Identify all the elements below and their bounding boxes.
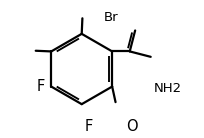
Text: F: F [85,119,93,134]
Text: NH2: NH2 [153,82,182,95]
Text: Br: Br [103,11,118,24]
Text: F: F [37,79,45,94]
Text: O: O [126,119,137,134]
